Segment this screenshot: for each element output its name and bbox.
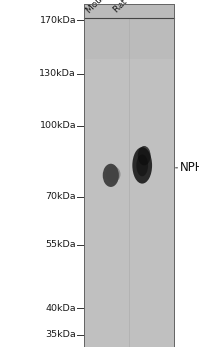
Bar [84, 4, 174, 346]
Bar [84, 4, 174, 346]
Ellipse shape [132, 147, 152, 184]
Text: 100kDa: 100kDa [39, 121, 76, 131]
Text: 170kDa: 170kDa [39, 16, 76, 25]
Text: NPHP1: NPHP1 [179, 161, 199, 174]
Text: 40kDa: 40kDa [46, 304, 76, 313]
Text: Mouse lung: Mouse lung [84, 0, 128, 15]
Ellipse shape [138, 146, 151, 166]
Ellipse shape [103, 164, 119, 187]
Ellipse shape [106, 166, 121, 182]
Text: 55kDa: 55kDa [46, 240, 76, 249]
Text: 35kDa: 35kDa [45, 330, 76, 339]
Text: Rat brain: Rat brain [112, 0, 147, 15]
Text: 130kDa: 130kDa [39, 69, 76, 78]
Ellipse shape [136, 154, 148, 176]
Text: 70kDa: 70kDa [46, 193, 76, 201]
Bar [84, 4, 174, 59]
